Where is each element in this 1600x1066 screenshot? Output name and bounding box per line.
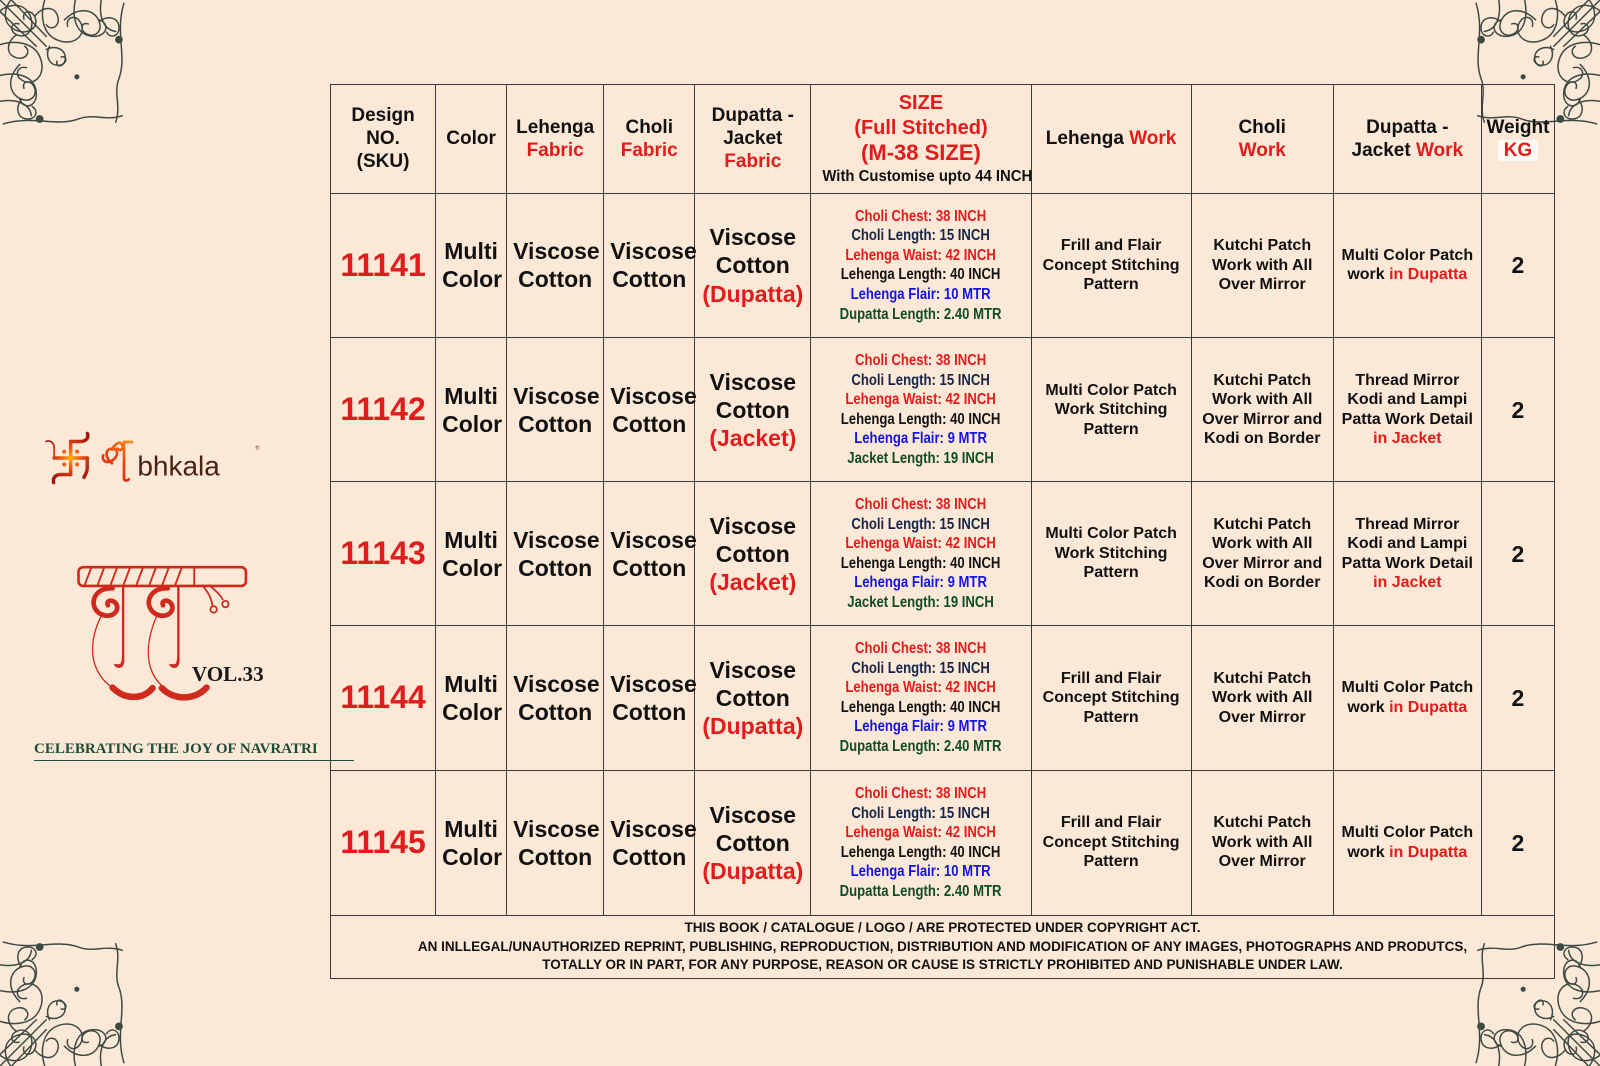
svg-text:bhkala: bhkala [137,450,220,481]
svg-text:®: ® [255,444,259,451]
svg-text:VOL.33: VOL.33 [192,662,264,686]
